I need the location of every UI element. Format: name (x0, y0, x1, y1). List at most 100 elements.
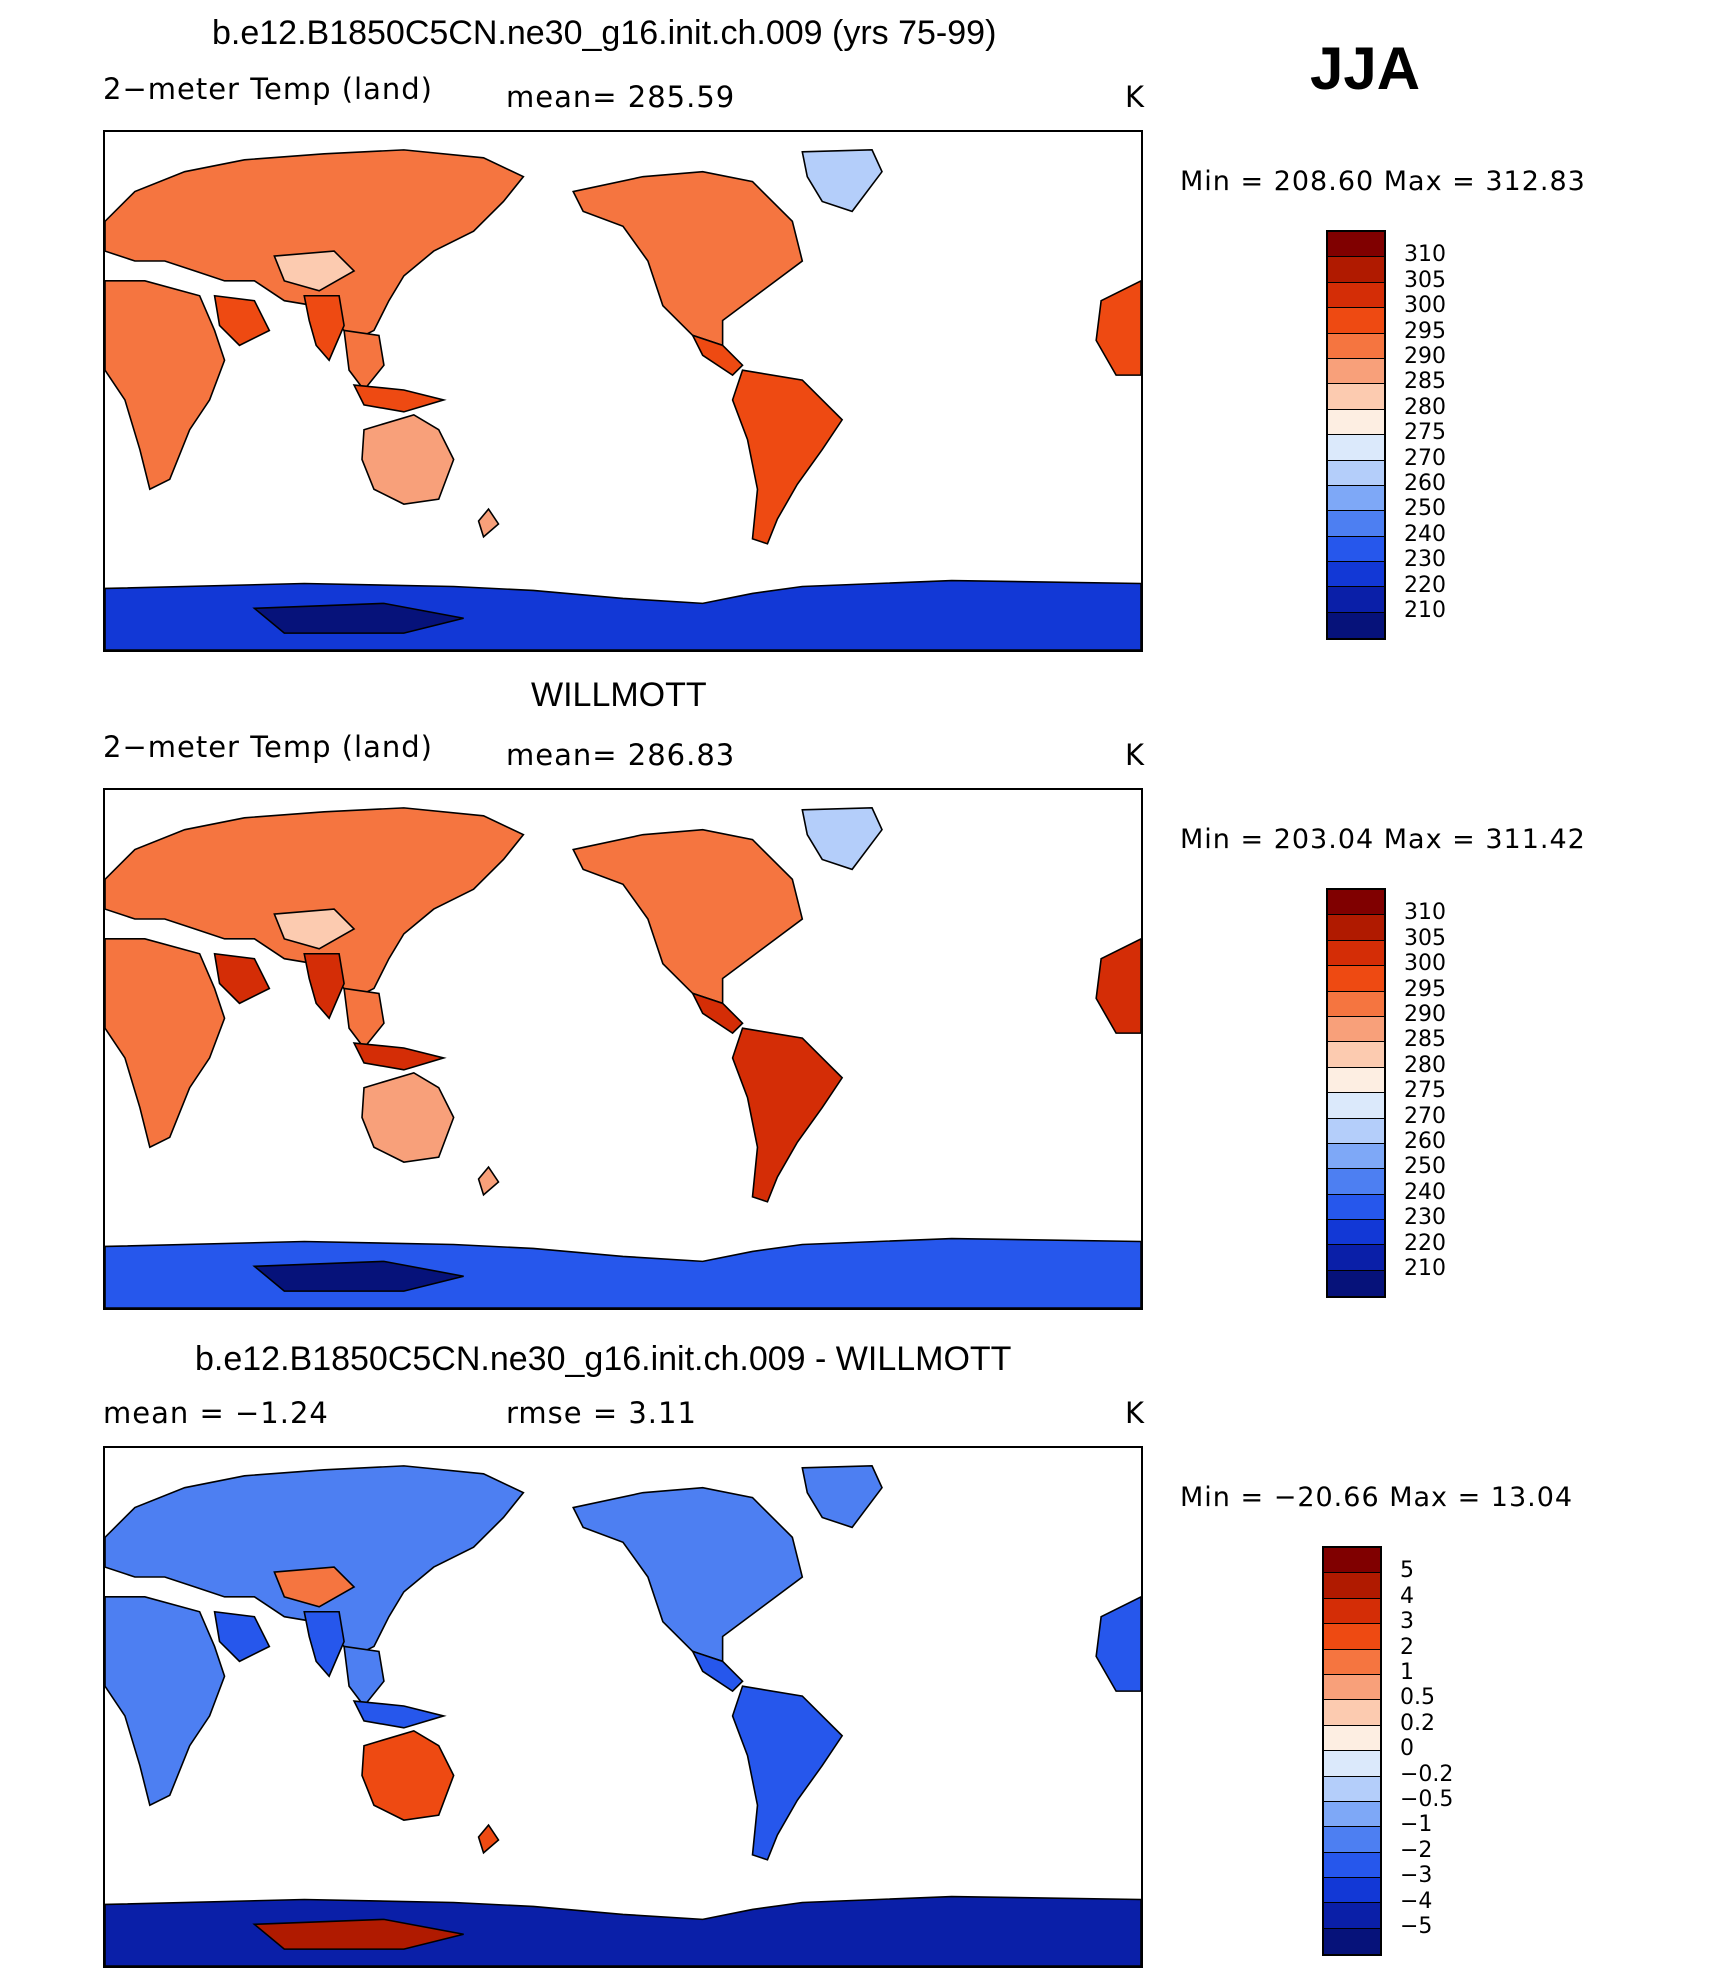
landmass-indonesia (352, 1042, 447, 1071)
landmass-india (303, 1610, 345, 1678)
panel1-minmax-label: Min = 208.60 Max = 312.83 (1180, 166, 1586, 197)
panel3-title: b.e12.B1850C5CN.ne30_g16.init.ch.009 - W… (195, 1340, 1012, 1378)
landmass-c-america (691, 992, 744, 1035)
colorbar-swatch (1328, 940, 1384, 967)
colorbar-swatch (1324, 1624, 1380, 1650)
colorbar-swatch (1328, 460, 1384, 486)
landmass-australia (361, 413, 455, 505)
landmass-antarctica (105, 1237, 1141, 1308)
colorbar-swatch (1328, 308, 1384, 334)
colorbar-swatch (1328, 587, 1384, 613)
panel2-mean-label: mean= 286.83 (506, 738, 736, 772)
landmass-s-america (731, 1027, 844, 1203)
landmass-eurasia (105, 1465, 525, 1658)
landmass-antarctica-core (252, 602, 464, 634)
colorbar-tick-label: 300 (1404, 951, 1446, 977)
colorbar-swatch (1324, 1928, 1380, 1955)
colorbar-swatch (1328, 511, 1384, 537)
landmass-indonesia (352, 384, 447, 413)
colorbar-swatch (1328, 1093, 1384, 1119)
landmass-n-america (572, 828, 804, 1005)
landmass-eurasia (105, 807, 525, 1000)
landmass-arabia (213, 1610, 271, 1663)
colorbar-swatch (1328, 1143, 1384, 1170)
landmass-india (303, 294, 345, 362)
landmass-w-africa (1095, 279, 1141, 376)
colorbar-tick-label: 280 (1404, 394, 1446, 420)
panel1-variable-label: 2−meter Temp (land) (103, 72, 433, 106)
landmass-w-africa (1095, 1595, 1141, 1692)
colorbar-tick-label: 0.2 (1400, 1710, 1435, 1736)
colorbar-tick-label: 290 (1404, 1002, 1446, 1027)
landmass-greenland (801, 1465, 883, 1529)
colorbar-swatch (1328, 915, 1384, 941)
season-label: JJA (1310, 35, 1421, 102)
colorbar-swatch (1328, 612, 1384, 639)
panel2-map (103, 788, 1143, 1310)
colorbar-swatch (1324, 1700, 1380, 1726)
colorbar-tick-label: 285 (1404, 1027, 1446, 1053)
colorbar-swatch (1324, 1852, 1380, 1879)
colorbar-tick-label: 260 (1404, 471, 1446, 496)
panel3-rmse-label: rmse = 3.11 (506, 1396, 697, 1430)
colorbar-tick-label: 250 (1404, 496, 1446, 522)
landmass-s-america (731, 1685, 844, 1861)
colorbar-swatch (1324, 1827, 1380, 1853)
colorbar-tick-label: 2 (1400, 1634, 1414, 1660)
colorbar-swatch (1328, 282, 1384, 309)
panel2-colorbar (1326, 888, 1386, 1299)
panel1-colorbar (1326, 230, 1386, 641)
landmass-n-america (572, 1486, 804, 1663)
colorbar-swatch (1324, 1548, 1380, 1574)
colorbar-swatch (1328, 384, 1384, 410)
panel3-colorbar (1322, 1546, 1382, 1957)
colorbar-swatch (1328, 890, 1384, 916)
colorbar-swatch (1328, 991, 1384, 1017)
colorbar-swatch (1328, 1169, 1384, 1195)
colorbar-tick-label: 270 (1404, 1103, 1446, 1129)
colorbar-swatch (1328, 1016, 1384, 1043)
colorbar-tick-label: 230 (1404, 547, 1446, 573)
landmass-africa (105, 280, 226, 491)
landmass-greenland (801, 807, 883, 871)
panel1-title: b.e12.B1850C5CN.ne30_g16.init.ch.009 (yr… (212, 14, 997, 52)
colorbar-tick-label: 4 (1400, 1583, 1414, 1609)
colorbar-tick-label: −0.5 (1400, 1787, 1454, 1812)
colorbar-swatch (1328, 333, 1384, 359)
colorbar-swatch (1324, 1878, 1380, 1904)
landmass-se-asia (343, 1645, 385, 1708)
colorbar-tick-label: 295 (1404, 976, 1446, 1002)
colorbar-tick-label: 305 (1404, 267, 1446, 293)
landmass-eurasia (105, 149, 525, 342)
landmass-greenland (801, 149, 883, 213)
colorbar-tick-label: 240 (1404, 1179, 1446, 1205)
colorbar-tick-label: 210 (1404, 1256, 1446, 1281)
colorbar-tick-label: −0.2 (1400, 1761, 1454, 1787)
landmass-w-africa (1095, 937, 1141, 1034)
colorbar-tick-label: −1 (1400, 1812, 1433, 1838)
panel3-units-label: K (1125, 1396, 1146, 1430)
colorbar-swatch (1324, 1903, 1380, 1929)
colorbar-swatch (1324, 1674, 1380, 1701)
landmass-india (303, 952, 345, 1020)
colorbar-swatch (1328, 1118, 1384, 1144)
colorbar-swatch (1328, 257, 1384, 283)
colorbar-tick-label: 0 (1400, 1736, 1414, 1762)
colorbar-swatch (1328, 435, 1384, 461)
colorbar-tick-label: 210 (1404, 598, 1446, 623)
landmass-africa (105, 938, 226, 1149)
colorbar-tick-label: 290 (1404, 344, 1446, 369)
colorbar-swatch (1328, 358, 1384, 385)
colorbar-tick-label: 285 (1404, 369, 1446, 395)
panel1-units-label: K (1125, 80, 1146, 114)
landmass-australia (361, 1729, 455, 1821)
panel1-mean-label: mean= 285.59 (506, 80, 736, 114)
landmass-s-america (731, 369, 844, 545)
landmass-australia (361, 1071, 455, 1163)
colorbar-tick-label: 280 (1404, 1052, 1446, 1078)
colorbar-tick-label: 275 (1404, 1078, 1446, 1104)
colorbar-tick-label: 220 (1404, 1230, 1446, 1256)
colorbar-swatch (1328, 1067, 1384, 1094)
colorbar-swatch (1324, 1649, 1380, 1675)
landmass-c-america (691, 1650, 744, 1693)
